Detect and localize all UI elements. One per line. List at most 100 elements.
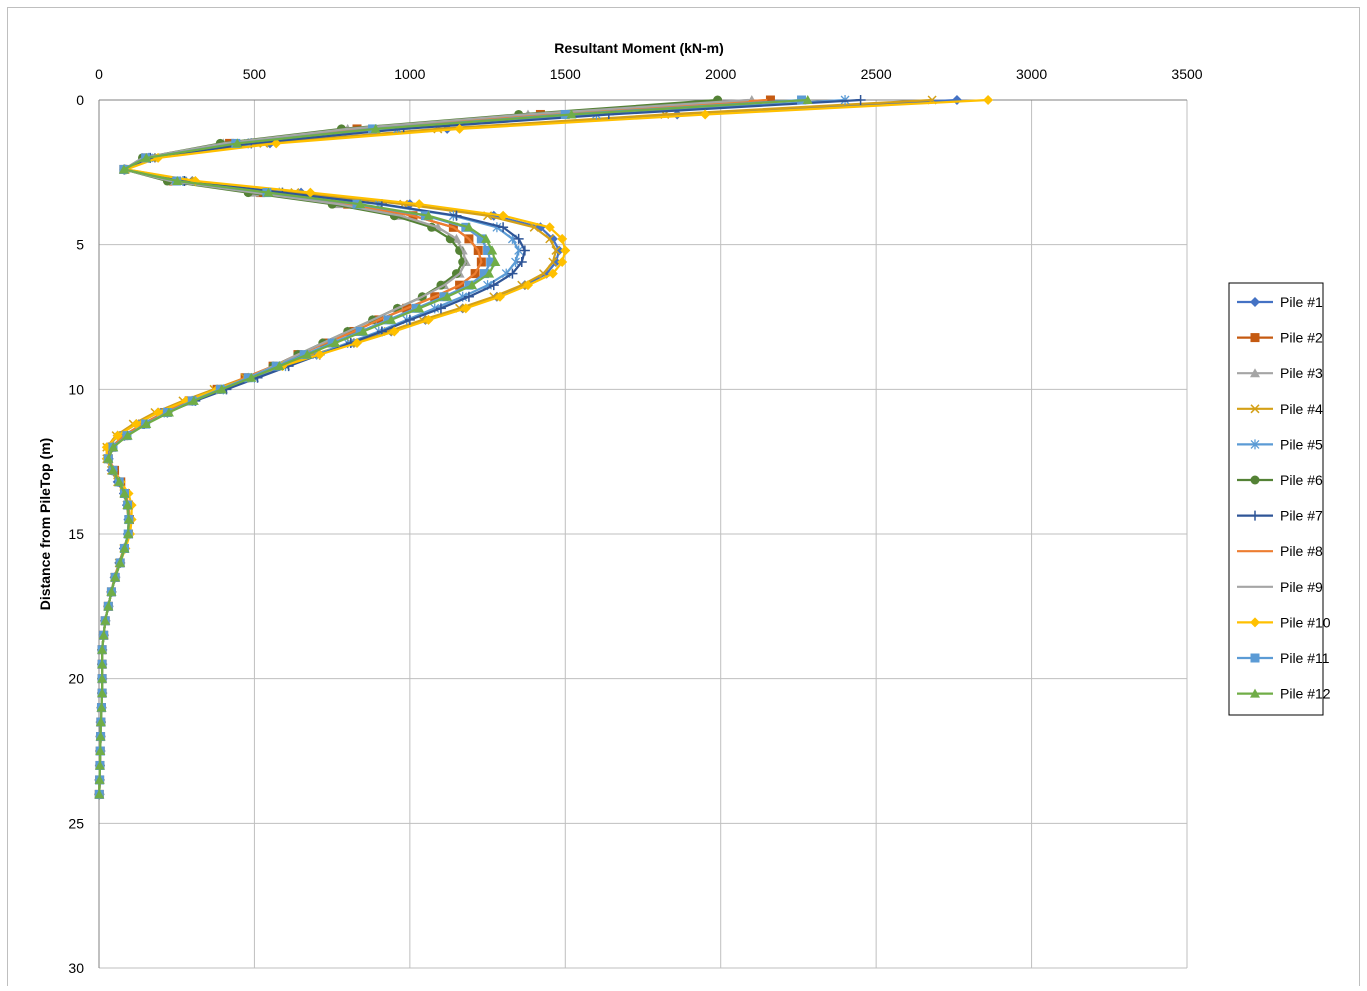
data-point (94, 789, 105, 799)
data-point (172, 176, 183, 186)
data-point (483, 245, 493, 255)
data-point (495, 291, 506, 302)
data-point (554, 245, 565, 256)
series-12 (94, 95, 813, 799)
legend-item: Pile #5 (1237, 436, 1323, 452)
data-point (103, 453, 114, 463)
data-point (514, 245, 524, 256)
data-point (557, 257, 568, 268)
data-point (96, 702, 107, 712)
data-point (383, 315, 393, 325)
data-point (97, 644, 108, 654)
legend-label: Pile #11 (1280, 650, 1330, 666)
legend-label: Pile #8 (1280, 543, 1323, 559)
data-point (463, 222, 474, 232)
data-point (460, 303, 471, 314)
data-point (389, 326, 400, 337)
x-tick-label: 0 (95, 66, 103, 82)
data-point (551, 245, 561, 255)
legend-label: Pile #10 (1280, 614, 1331, 630)
data-point (855, 95, 866, 105)
legend-label: Pile #6 (1280, 472, 1323, 488)
data-point (188, 395, 199, 405)
legend-item: Pile #10 (1237, 614, 1331, 630)
x-tick-label: 2000 (705, 66, 736, 82)
data-point (547, 268, 558, 279)
x-tick-label: 1500 (550, 66, 581, 82)
legend-item: Pile #9 (1237, 579, 1323, 595)
data-point (513, 233, 524, 244)
data-point (98, 630, 109, 640)
data-point (103, 601, 114, 611)
data-point (548, 257, 558, 267)
legend-item: Pile #3 (1237, 365, 1323, 381)
data-point (263, 187, 274, 197)
data-point (355, 199, 366, 209)
data-point (141, 419, 152, 429)
data-point (122, 430, 133, 440)
data-point (123, 514, 134, 524)
data-point (476, 234, 486, 244)
data-point (274, 361, 285, 371)
series-layer (94, 95, 994, 800)
data-point (314, 349, 325, 360)
x-tick-label: 500 (243, 66, 267, 82)
data-point (557, 233, 568, 244)
data-point (516, 257, 527, 268)
legend-marker (1250, 617, 1260, 628)
legend-item: Pile #7 (1237, 508, 1323, 524)
x-tick-label: 3000 (1016, 66, 1047, 82)
data-point (114, 476, 125, 486)
data-point (123, 529, 134, 538)
data-point (95, 717, 106, 727)
data-point (545, 234, 555, 244)
legend-item: Pile #6 (1237, 472, 1323, 488)
legend-item: Pile #2 (1237, 330, 1323, 346)
data-point (216, 384, 227, 394)
data-point (442, 291, 453, 301)
data-point (108, 442, 119, 452)
data-point (488, 280, 499, 291)
data-point (141, 152, 152, 162)
data-point (106, 586, 117, 596)
legend-marker (1250, 404, 1260, 414)
x-tick-label: 2500 (861, 66, 892, 82)
legend-marker (1250, 475, 1260, 485)
x-tick-label: 1000 (394, 66, 425, 82)
data-point (122, 500, 133, 510)
data-point (454, 123, 465, 134)
legend: Pile #1 Pile #2 Pile #3 Pile #4 Pile #5 Pile … (1228, 282, 1331, 716)
data-point (439, 292, 449, 302)
y-tick-label: 5 (76, 237, 84, 253)
data-point (386, 314, 397, 324)
data-point (94, 774, 105, 784)
y-axis-title: Distance from PileTop (m) (37, 438, 53, 610)
data-point (435, 303, 446, 314)
data-point (95, 746, 106, 755)
data-point (352, 338, 363, 349)
x-tick-label: 3500 (1171, 66, 1202, 82)
legend-item: Pile #4 (1237, 401, 1323, 417)
legend-item: Pile #12 (1237, 686, 1331, 702)
legend-item: Pile #8 (1237, 543, 1323, 559)
data-point (327, 338, 337, 348)
data-point (118, 164, 129, 174)
y-tick-label: 15 (68, 526, 84, 542)
data-point (107, 465, 118, 475)
grid (98, 99, 1188, 969)
data-point (305, 187, 316, 198)
legend-label: Pile #9 (1280, 579, 1323, 595)
data-point (487, 245, 498, 255)
tick-labels: 0 500 1000 1500 2000 2500 3000 3500 0 5 10 15 20 25 30 (68, 66, 1202, 976)
data-point (560, 245, 571, 256)
data-point (246, 372, 257, 382)
data-point (243, 373, 253, 383)
data-point (119, 488, 130, 498)
legend-label: Pile #2 (1280, 330, 1323, 346)
y-tick-label: 25 (68, 815, 84, 831)
legend-label: Pile #7 (1280, 508, 1323, 524)
data-point (423, 210, 434, 220)
y-tick-label: 10 (68, 381, 84, 397)
